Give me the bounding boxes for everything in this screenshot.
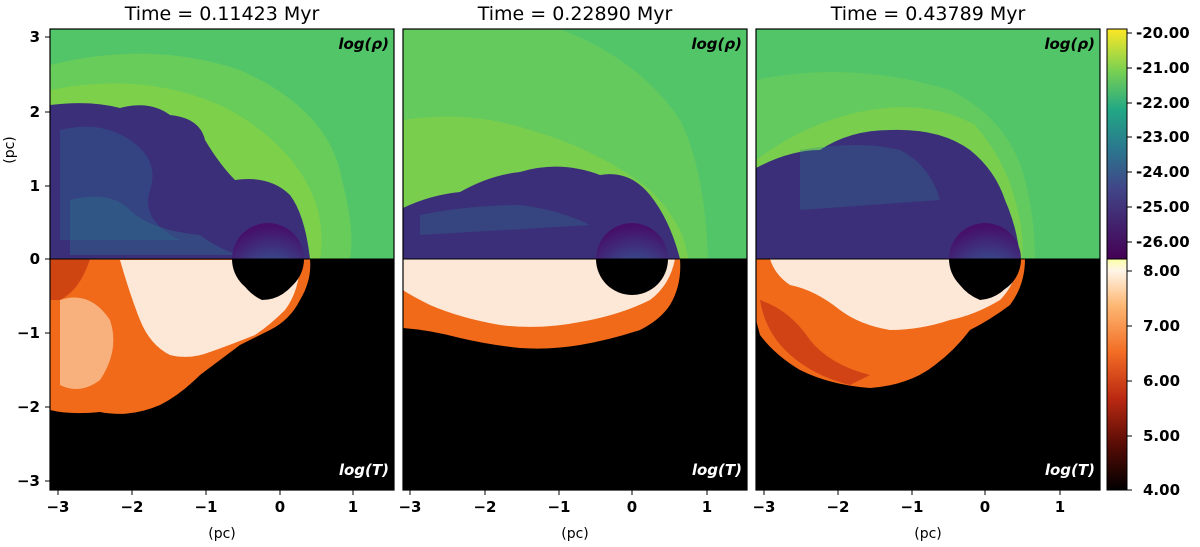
y-axis: 3 2 1 0 −1 −2 −3 (pc) bbox=[2, 28, 50, 490]
y-tick-label: 0 bbox=[30, 250, 40, 268]
x-tick-label: −2 bbox=[120, 498, 143, 516]
y-tick-label: 3 bbox=[30, 28, 40, 46]
y-tick-label: −3 bbox=[17, 472, 40, 490]
temperature-colorbar-tick: 4.00 bbox=[1143, 481, 1180, 499]
panel-1-image bbox=[50, 29, 394, 490]
x-tick-label: 0 bbox=[275, 498, 285, 516]
x-tick-label: 1 bbox=[702, 498, 712, 516]
x-axis-label: (pc) bbox=[208, 526, 236, 542]
panel-1: Time = 0.11423 Myr log(ρ) log(T) bbox=[49, 3, 395, 491]
x-tick-label: 1 bbox=[1055, 498, 1065, 516]
panel-3-image bbox=[756, 29, 1100, 490]
x-tick-label: −3 bbox=[46, 498, 69, 516]
y-tick-label: −2 bbox=[17, 398, 40, 416]
density-colorbar: -20.00 -21.00 -22.00 -23.00 -24.00 -25.0… bbox=[1106, 24, 1190, 260]
panel-2-image bbox=[403, 29, 747, 490]
panel-1-title: Time = 0.11423 Myr bbox=[124, 3, 320, 25]
panel-1-temperature-label: log(T) bbox=[339, 461, 389, 479]
y-tick-label: 2 bbox=[30, 103, 40, 121]
y-tick-label: 1 bbox=[30, 177, 40, 195]
x-tick-label: −3 bbox=[752, 498, 775, 516]
x-tick-label: 0 bbox=[980, 498, 990, 516]
x-tick-label: 0 bbox=[627, 498, 637, 516]
density-colorbar-tick: -22.00 bbox=[1136, 94, 1190, 112]
x-axis-panel-3: −3 −2 −1 0 1 (pc) bbox=[752, 490, 1065, 542]
x-tick-label: −1 bbox=[547, 498, 570, 516]
temperature-colorbar-tick: 8.00 bbox=[1143, 262, 1180, 280]
y-tick-label: −1 bbox=[17, 324, 40, 342]
panel-1-density-label: log(ρ) bbox=[338, 35, 389, 53]
y-axis-label: (pc) bbox=[2, 136, 18, 164]
x-tick-label: −2 bbox=[826, 498, 849, 516]
panel-3-temperature-label: log(T) bbox=[1045, 461, 1095, 479]
density-colorbar-tick: -24.00 bbox=[1136, 163, 1190, 181]
x-tick-label: 1 bbox=[348, 498, 358, 516]
density-colorbar-tick: -20.00 bbox=[1136, 24, 1190, 42]
density-colorbar-tick: -25.00 bbox=[1136, 198, 1190, 216]
temperature-colorbar: 8.00 7.00 6.00 5.00 4.00 bbox=[1106, 258, 1180, 499]
panel-2-title: Time = 0.22890 Myr bbox=[477, 3, 673, 25]
panel-2-temperature-label: log(T) bbox=[692, 461, 742, 479]
panel-3-title: Time = 0.43789 Myr bbox=[830, 3, 1026, 25]
x-axis-panel-1: −3 −2 −1 0 1 (pc) bbox=[46, 490, 358, 542]
x-axis-panel-2: −3 −2 −1 0 1 (pc) bbox=[398, 490, 712, 542]
temperature-colorbar-tick: 5.00 bbox=[1143, 427, 1180, 445]
x-tick-label: −1 bbox=[900, 498, 923, 516]
density-colorbar-tick: -21.00 bbox=[1136, 59, 1190, 77]
density-colorbar-tick: -26.00 bbox=[1136, 233, 1190, 251]
panel-2-density-label: log(ρ) bbox=[691, 35, 742, 53]
panel-3-density-label: log(ρ) bbox=[1044, 35, 1095, 53]
panel-2: Time = 0.22890 Myr log(ρ) log(T) bbox=[402, 3, 748, 491]
x-axis-label: (pc) bbox=[561, 526, 589, 542]
density-colorbar-tick: -23.00 bbox=[1136, 128, 1190, 146]
x-axis-label: (pc) bbox=[914, 526, 942, 542]
temperature-colorbar-tick: 6.00 bbox=[1143, 372, 1180, 390]
temperature-colorbar-tick: 7.00 bbox=[1143, 317, 1180, 335]
x-tick-label: −3 bbox=[398, 498, 421, 516]
x-tick-label: −1 bbox=[194, 498, 217, 516]
panel-3: Time = 0.43789 Myr log(ρ) log(T) bbox=[755, 3, 1101, 491]
x-tick-label: −2 bbox=[473, 498, 496, 516]
